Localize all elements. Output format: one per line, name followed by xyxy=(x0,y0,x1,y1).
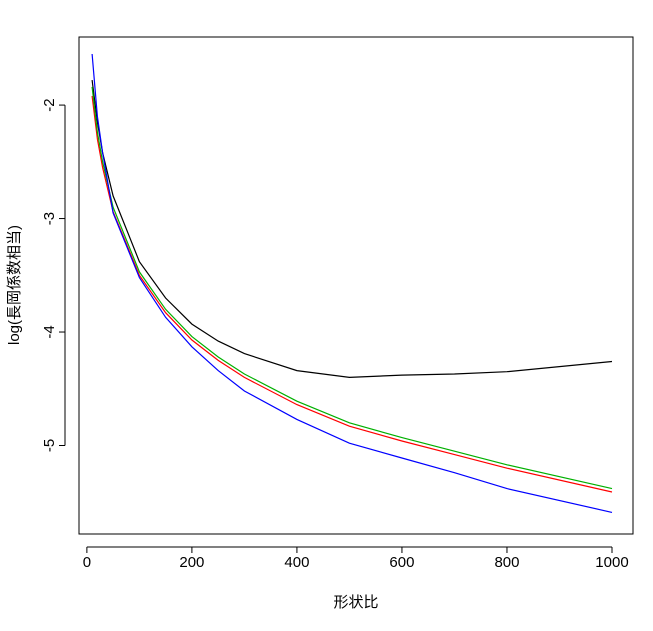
y-axis: -2 -3 -4 -5 xyxy=(41,98,66,452)
x-tick-label: 800 xyxy=(494,554,519,571)
series-line-1 xyxy=(91,95,613,493)
y-axis-title: log(長岡係数相当) xyxy=(6,225,23,345)
y-tick-label: -2 xyxy=(41,98,58,111)
x-tick-label: 200 xyxy=(179,554,204,571)
x-axis: 0 200 400 600 800 1000 xyxy=(83,546,629,571)
series-line-2 xyxy=(91,86,613,490)
y-tick-label: -3 xyxy=(41,212,58,225)
y-tick-label: -4 xyxy=(41,325,58,338)
x-tick-label: 0 xyxy=(83,554,91,571)
series-layer xyxy=(91,53,613,513)
y-tick-label: -5 xyxy=(41,439,58,452)
x-tick-label: 1000 xyxy=(595,554,628,571)
x-tick-label: 600 xyxy=(389,554,414,571)
series-line-3 xyxy=(91,53,613,513)
x-tick-label: 400 xyxy=(284,554,309,571)
x-axis-title: 形状比 xyxy=(333,594,378,611)
plot-frame xyxy=(78,36,634,535)
series-line-0 xyxy=(91,80,613,379)
